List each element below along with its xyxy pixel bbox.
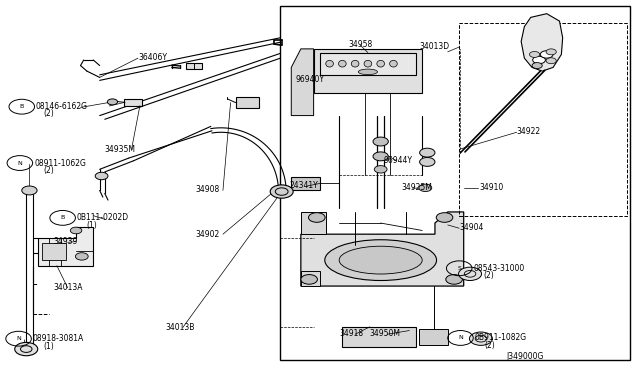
Text: N: N bbox=[458, 336, 463, 340]
Text: 34950M: 34950M bbox=[370, 329, 401, 338]
Polygon shape bbox=[314, 49, 422, 93]
Text: 34935M: 34935M bbox=[105, 145, 136, 154]
Bar bbox=[419, 329, 448, 345]
Circle shape bbox=[374, 166, 387, 173]
Text: (2): (2) bbox=[44, 166, 54, 175]
Text: (2): (2) bbox=[484, 341, 495, 350]
Text: B: B bbox=[61, 215, 65, 220]
Text: 34908: 34908 bbox=[195, 185, 220, 194]
Ellipse shape bbox=[339, 60, 346, 67]
Text: 34939: 34939 bbox=[54, 237, 78, 246]
Text: 08918-3081A: 08918-3081A bbox=[33, 334, 84, 343]
Text: 34013D: 34013D bbox=[419, 42, 449, 51]
Circle shape bbox=[436, 213, 453, 222]
Text: N: N bbox=[17, 161, 22, 166]
Ellipse shape bbox=[390, 60, 397, 67]
Polygon shape bbox=[291, 49, 314, 116]
Circle shape bbox=[420, 157, 435, 166]
Circle shape bbox=[419, 184, 432, 192]
Text: 0B111-0202D: 0B111-0202D bbox=[76, 214, 128, 222]
Circle shape bbox=[529, 51, 540, 57]
Text: 34902: 34902 bbox=[195, 230, 220, 239]
Circle shape bbox=[22, 186, 37, 195]
Circle shape bbox=[446, 275, 463, 284]
Text: (2): (2) bbox=[44, 109, 54, 118]
Circle shape bbox=[532, 56, 545, 64]
Text: (1): (1) bbox=[86, 221, 97, 230]
Circle shape bbox=[532, 62, 542, 68]
Ellipse shape bbox=[364, 60, 372, 67]
Polygon shape bbox=[521, 14, 563, 71]
Circle shape bbox=[108, 99, 118, 105]
Bar bbox=[291, 177, 320, 190]
Polygon shape bbox=[301, 212, 464, 286]
Circle shape bbox=[270, 185, 293, 198]
Ellipse shape bbox=[324, 240, 436, 280]
Circle shape bbox=[546, 58, 556, 64]
Polygon shape bbox=[301, 212, 326, 234]
Circle shape bbox=[95, 172, 108, 180]
Text: 34922: 34922 bbox=[516, 127, 541, 136]
Text: 96940Y: 96940Y bbox=[296, 75, 324, 84]
Text: 96944Y: 96944Y bbox=[384, 155, 413, 164]
Text: J349000G: J349000G bbox=[506, 352, 544, 361]
Text: 34918: 34918 bbox=[339, 329, 364, 338]
Bar bbox=[342, 327, 416, 347]
Circle shape bbox=[540, 51, 553, 58]
Text: S: S bbox=[457, 266, 461, 271]
Text: 34904: 34904 bbox=[460, 223, 484, 232]
Bar bbox=[280, 6, 630, 360]
Bar bbox=[42, 243, 67, 260]
Text: (2): (2) bbox=[483, 271, 494, 280]
Ellipse shape bbox=[351, 60, 359, 67]
Circle shape bbox=[15, 342, 38, 356]
Ellipse shape bbox=[377, 60, 385, 67]
Bar bbox=[460, 23, 627, 216]
Ellipse shape bbox=[326, 60, 333, 67]
Circle shape bbox=[420, 148, 435, 157]
Circle shape bbox=[459, 267, 481, 280]
Text: 34013B: 34013B bbox=[166, 323, 195, 332]
Circle shape bbox=[373, 137, 388, 146]
Text: N: N bbox=[16, 336, 21, 341]
Text: 36406Y: 36406Y bbox=[138, 53, 167, 62]
Text: 08543-31000: 08543-31000 bbox=[473, 264, 525, 273]
Text: 0B911-1082G: 0B911-1082G bbox=[474, 333, 527, 343]
Text: 34910: 34910 bbox=[479, 183, 504, 192]
Circle shape bbox=[308, 213, 325, 222]
Polygon shape bbox=[301, 271, 320, 286]
Ellipse shape bbox=[358, 69, 378, 75]
Circle shape bbox=[546, 49, 556, 55]
Bar bbox=[186, 63, 202, 69]
Ellipse shape bbox=[339, 246, 422, 274]
Bar bbox=[320, 52, 416, 75]
Text: (1): (1) bbox=[44, 341, 54, 350]
Circle shape bbox=[76, 253, 88, 260]
Circle shape bbox=[373, 152, 388, 161]
Text: 24341Y: 24341Y bbox=[289, 181, 318, 190]
Circle shape bbox=[301, 275, 317, 284]
Text: 34958: 34958 bbox=[349, 40, 373, 49]
Circle shape bbox=[70, 227, 82, 234]
Circle shape bbox=[469, 332, 492, 345]
Text: B: B bbox=[20, 104, 24, 109]
Text: 08911-1062G: 08911-1062G bbox=[35, 158, 86, 167]
Text: 34013A: 34013A bbox=[54, 283, 83, 292]
Text: 08146-6162G: 08146-6162G bbox=[36, 102, 88, 111]
Text: 34925M: 34925M bbox=[402, 183, 433, 192]
Bar bbox=[124, 99, 142, 106]
Bar bbox=[236, 97, 259, 108]
Polygon shape bbox=[38, 227, 93, 266]
